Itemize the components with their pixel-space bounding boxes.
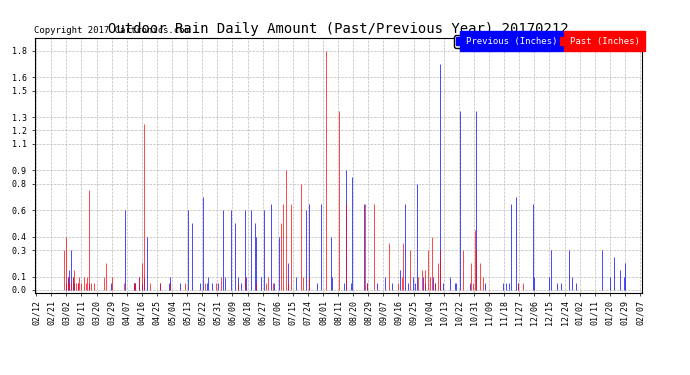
Text: Copyright 2017 Cartronics.com: Copyright 2017 Cartronics.com <box>34 26 190 35</box>
Title: Outdoor Rain Daily Amount (Past/Previous Year) 20170212: Outdoor Rain Daily Amount (Past/Previous… <box>108 22 569 36</box>
Legend: Previous (Inches), Past (Inches): Previous (Inches), Past (Inches) <box>454 35 642 48</box>
